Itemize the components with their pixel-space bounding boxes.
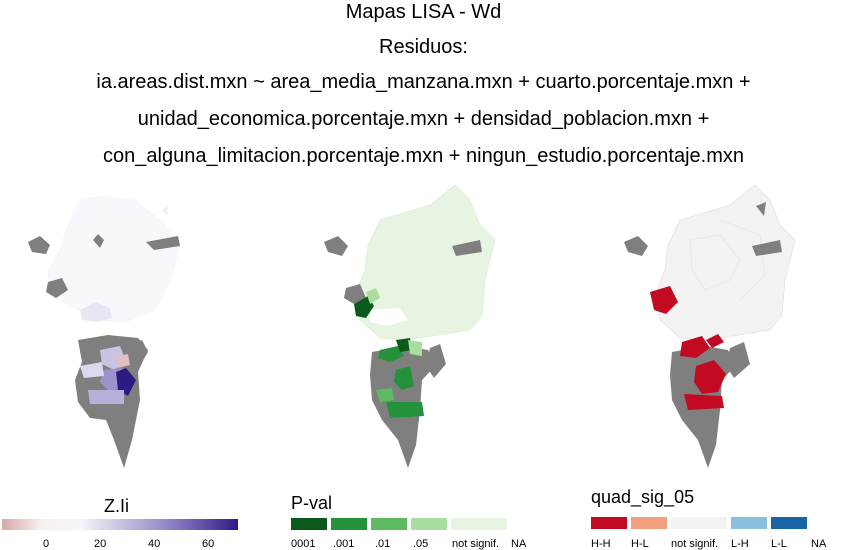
- legend-pval-swatch-001: [331, 518, 367, 530]
- legend-zli-title: Z.Ii: [104, 496, 129, 516]
- legend-pval-swatch-01: [371, 518, 407, 530]
- legend-pval-label-01: .01: [375, 538, 391, 550]
- map-zli-highlights: [80, 346, 136, 404]
- legend-pval-title: P-val: [291, 493, 333, 513]
- map-quad-highlights: [650, 286, 726, 410]
- map-pval: [324, 184, 496, 468]
- map-pval-base: [354, 184, 496, 341]
- legend-quad-label-na: NA: [811, 538, 827, 550]
- map-zli: [28, 195, 181, 468]
- legend-pval-label-05: .05: [413, 538, 429, 550]
- map-pval-highlights: [354, 288, 424, 418]
- legend-quad-label-ll: L-L: [771, 538, 787, 550]
- legend-zli-tick-60: 60: [202, 538, 215, 550]
- legend-quad-label-hh: H-H: [591, 538, 611, 550]
- legend-zli-tick-0: 0: [43, 538, 50, 550]
- map-zli-base: [47, 195, 181, 323]
- legend-quad-swatch-hh: [591, 517, 627, 529]
- title-line-4: unidad_economica.porcentaje.mxn + densid…: [137, 108, 710, 130]
- legend-zli-gradient-bar: [2, 519, 238, 530]
- legend-pval-swatch-0001: [291, 518, 327, 530]
- title-line-5: con_alguna_limitacion.porcentaje.mxn + n…: [103, 145, 744, 167]
- title-line-1: Mapas LISA - Wd: [345, 1, 502, 23]
- legend-pval-swatch-not-signif: [451, 518, 507, 530]
- map-quad: [624, 184, 796, 468]
- title-line-2: Residuos:: [379, 36, 468, 58]
- legend-pval-label-not-signif: not signif.: [452, 538, 500, 550]
- legend-pval-label-001: .001: [333, 538, 355, 550]
- legend-quad-swatch-lh: [731, 517, 767, 529]
- legend-quad-title: quad_sig_05: [591, 487, 695, 507]
- title-line-3: ia.areas.dist.mxn ~ area_media_manzana.m…: [96, 71, 751, 93]
- legend-pval-label-0001: 0001: [291, 538, 316, 550]
- legend-quad-label-not-signif: not signif.: [671, 538, 719, 550]
- map-quad-base: [654, 184, 796, 341]
- legend-quad-label-lh: L-H: [731, 538, 749, 550]
- legend-quad-swatch-hl: [631, 517, 667, 529]
- legend-quad-label-hl: H-L: [631, 538, 649, 550]
- legend-zli-tick-40: 40: [148, 538, 161, 550]
- legend-pval-label-na: NA: [511, 538, 527, 550]
- legend-quad-swatch-not-signif: [671, 517, 727, 529]
- legend-quad-swatch-ll: [771, 517, 807, 529]
- legend-zli-tick-20: 20: [94, 538, 107, 550]
- legend-pval-swatch-05: [411, 518, 447, 530]
